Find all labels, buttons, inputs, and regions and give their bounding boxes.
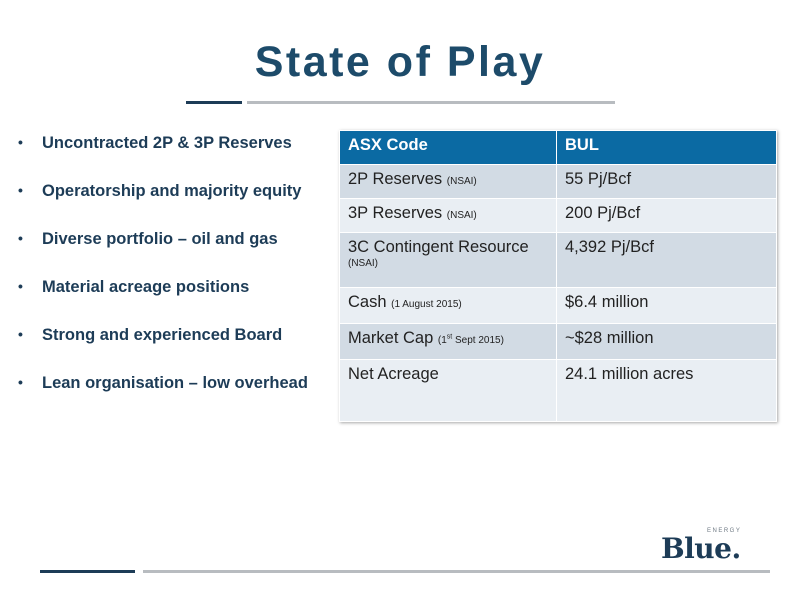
bullet-dot-icon: •: [18, 230, 23, 246]
table-header-row: ASX Code BUL: [339, 130, 777, 165]
bullet-text: Operatorship and majority equity: [42, 182, 302, 200]
row-note: (NSAI): [348, 258, 378, 269]
row-note: (1 August 2015): [391, 299, 462, 310]
bullet-dot-icon: •: [18, 182, 23, 198]
bullet-text: Lean organisation – low overhead: [42, 374, 308, 392]
header-label: ASX Code: [339, 130, 557, 165]
bullet-list: • Uncontracted 2P & 3P Reserves • Operator…: [18, 134, 338, 422]
logo-wordmark: Blue.: [661, 532, 741, 565]
bullet-item: • Strong and experienced Board: [18, 326, 338, 374]
bullet-text: Material acreage positions: [42, 278, 250, 296]
row-label-cell: 3P Reserves (NSAI): [339, 198, 557, 233]
row-label: Market Cap: [348, 329, 434, 347]
blue-energy-logo: ENERGY Blue.: [661, 528, 761, 568]
row-label: 3P Reserves: [348, 204, 443, 222]
row-label-cell: Net Acreage: [339, 359, 557, 422]
row-label: 2P Reserves: [348, 170, 443, 188]
bullet-item: • Operatorship and majority equity: [18, 182, 338, 230]
bullet-text: Diverse portfolio – oil and gas: [42, 230, 278, 248]
row-value: 200 Pj/Bcf: [556, 198, 777, 233]
table-row: 2P Reserves (NSAI) 55 Pj/Bcf: [339, 164, 777, 199]
table-row: 3P Reserves (NSAI) 200 Pj/Bcf: [339, 198, 777, 233]
row-label: 3C Contingent Resource: [348, 238, 529, 256]
logo-tagline: ENERGY: [707, 528, 742, 534]
row-label: Cash: [348, 293, 387, 311]
bullet-dot-icon: •: [18, 326, 23, 342]
bullet-text: Uncontracted 2P & 3P Reserves: [42, 134, 292, 152]
row-value: 55 Pj/Bcf: [556, 164, 777, 199]
footer-rule-dark: [40, 570, 135, 573]
title-rule-dark: [186, 101, 242, 104]
row-label: Net Acreage: [348, 365, 439, 383]
table-row: Net Acreage 24.1 million acres: [339, 359, 777, 422]
row-value: $6.4 million: [556, 287, 777, 324]
footer-rule-light: [143, 570, 770, 573]
row-label-cell: 3C Contingent Resource (NSAI): [339, 232, 557, 288]
bullet-text: Strong and experienced Board: [42, 326, 283, 344]
title-rule-light: [247, 101, 615, 104]
header-value: BUL: [556, 130, 777, 165]
row-label-cell: 2P Reserves (NSAI): [339, 164, 557, 199]
row-value: ~$28 million: [556, 323, 777, 360]
row-note: (NSAI): [446, 210, 477, 221]
bullet-item: • Diverse portfolio – oil and gas: [18, 230, 338, 278]
slide-title: State of Play: [254, 38, 546, 86]
key-facts-table: ASX Code BUL 2P Reserves (NSAI) 55 Pj/Bc…: [339, 130, 777, 422]
bullet-item: • Material acreage positions: [18, 278, 338, 326]
row-value: 4,392 Pj/Bcf: [556, 232, 777, 288]
row-label-cell: Market Cap (1st Sept 2015): [339, 323, 557, 360]
table-row: Cash (1 August 2015) $6.4 million: [339, 287, 777, 324]
bullet-item: • Lean organisation – low overhead: [18, 374, 338, 422]
bullet-dot-icon: •: [18, 374, 23, 390]
table-row: Market Cap (1st Sept 2015) ~$28 million: [339, 323, 777, 360]
bullet-item: • Uncontracted 2P & 3P Reserves: [18, 134, 338, 182]
row-value: 24.1 million acres: [556, 359, 777, 422]
bullet-dot-icon: •: [18, 134, 23, 150]
row-note: (NSAI): [446, 176, 477, 187]
row-label-cell: Cash (1 August 2015): [339, 287, 557, 324]
row-note: (1st Sept 2015): [437, 333, 504, 346]
table-row: 3C Contingent Resource (NSAI) 4,392 Pj/Bc…: [339, 232, 777, 288]
bullet-dot-icon: •: [18, 278, 23, 294]
